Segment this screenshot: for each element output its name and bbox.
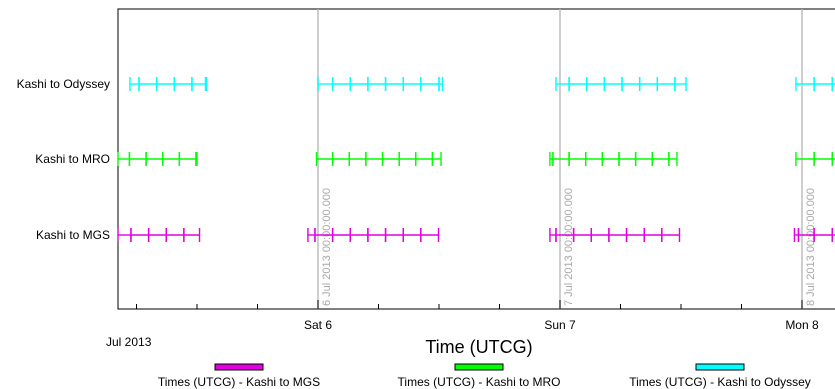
interval-bar [831,228,835,242]
day-line-label: 6 Jul 2013 00:00:00.000 [321,188,333,306]
day-boundary-lines: 6 Jul 2013 00:00:00.000 7 Jul 2013 00:00:… [317,9,817,309]
row-label: Kashi to MGS [36,228,110,242]
x-tick-label: Sun 7 [544,318,576,332]
interval-bar [438,77,444,91]
plot-area [117,8,835,310]
x-tick-label: Sat 6 [304,318,332,332]
legend-item: Times (UTCG) - Kashi to Odyssey [629,363,811,389]
row-label: Kashi to MRO [35,152,110,166]
interval-bar [668,152,678,166]
interval-bar [204,77,208,91]
x-start-label: Jul 2013 [106,335,152,349]
interval-bar [420,228,440,242]
legend-swatch [454,363,504,371]
legend-label: Times (UTCG) - Kashi to Odyssey [629,375,811,389]
legend-label: Times (UTCG) - Kashi to MGS [158,375,320,389]
legend-item: Times (UTCG) - Kashi to MRO [398,363,561,389]
interval-bar [831,152,835,166]
interval-bar [661,228,681,242]
interval-bar [831,77,835,91]
interval-bar [183,228,201,242]
interval-bar [431,152,442,166]
legend: Times (UTCG) - Kashi to MGS Times (UTCG) … [158,363,811,389]
x-tick-label: Mon 8 [785,318,819,332]
legend-swatch [214,363,264,371]
interval-bar [195,152,198,166]
x-axis-ticks: Sat 6 Sun 7 Mon 8 [136,300,819,332]
row-label: Kashi to Odyssey [17,77,110,91]
day-line-label: 8 Jul 2013 00:00:00.000 [805,188,817,306]
row-labels: Kashi to Odyssey Kashi to MRO Kashi to MGS [17,77,110,242]
interval-bars [117,77,835,242]
legend-label: Times (UTCG) - Kashi to MRO [398,375,561,389]
legend-item: Times (UTCG) - Kashi to MGS [158,363,320,389]
day-line-label: 7 Jul 2013 00:00:00.000 [563,188,575,306]
interval-bar [674,77,687,91]
x-axis-title: Time (UTCG) [425,337,532,357]
legend-swatch [695,363,745,371]
